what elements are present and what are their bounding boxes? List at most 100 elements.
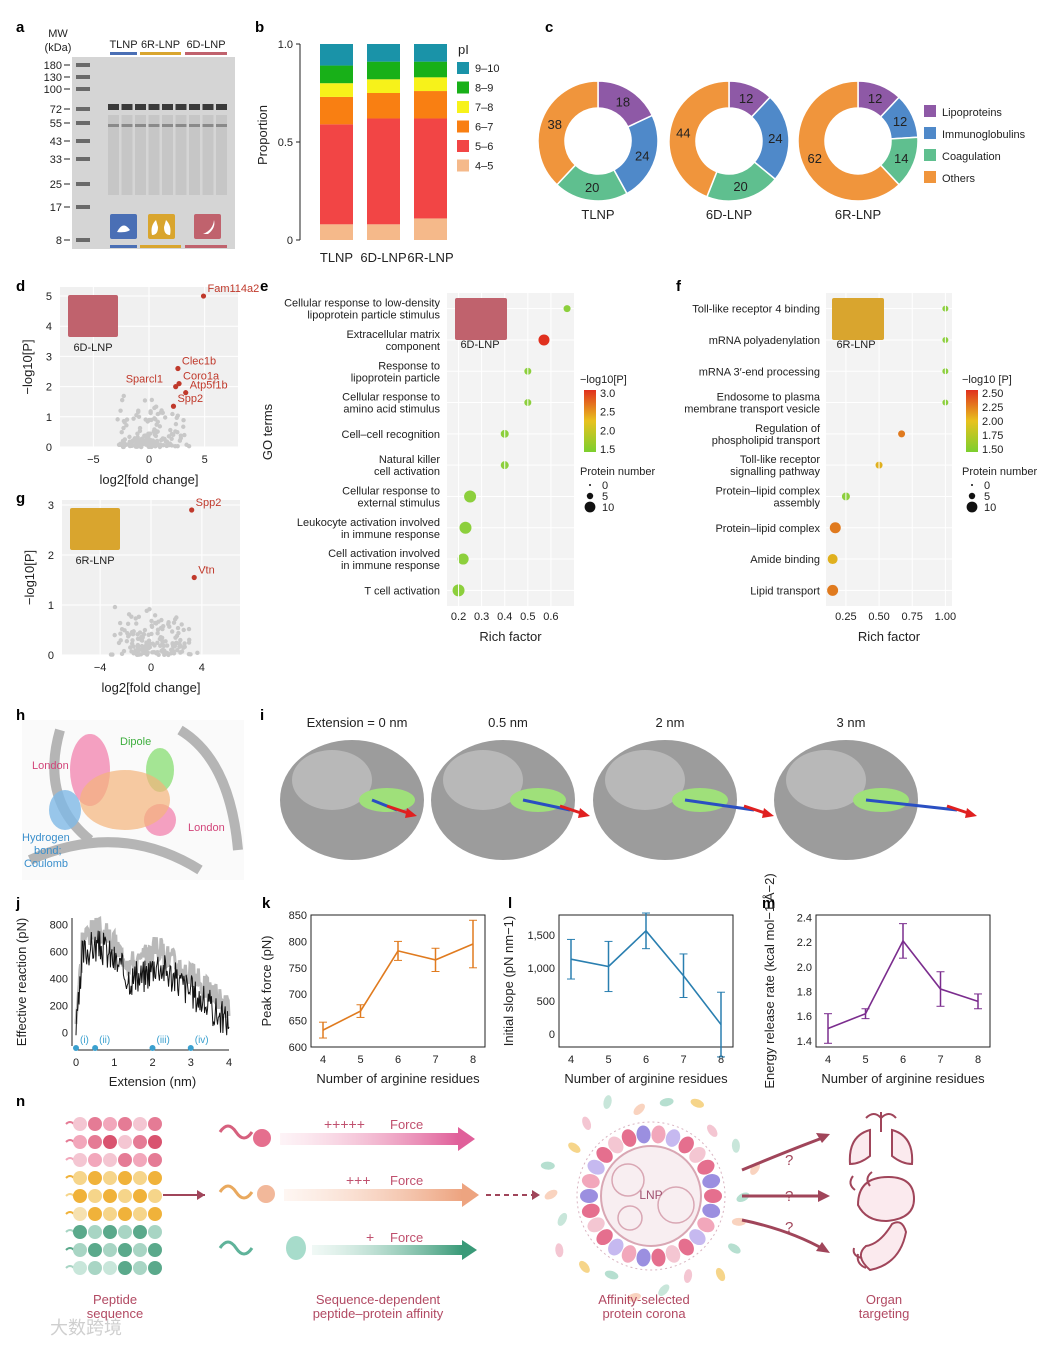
ytick: 2.0 [797,962,812,974]
volcano-ytick: 3 [48,500,54,512]
volcano-label-Sparcl1: Sparcl1 [126,374,163,386]
volcano-point [152,613,158,618]
volcano-point [155,411,161,417]
mw-marker-33: 33 [50,154,62,166]
volcano-point [169,436,174,441]
go-xtick: 0.75 [901,611,922,623]
panel-m-chart: 1.4 1.6 1.8 2.0 2.2 2.4 4 5 6 7 8 Number of arginin… [762,873,991,1089]
residue-dot [118,1225,132,1239]
gel-smear [175,115,187,195]
volcano-point [173,421,179,427]
c-legend-swatch [924,105,936,117]
xtick: 7 [937,1054,943,1066]
corona-protein [587,1217,605,1233]
residue-dot [118,1135,132,1149]
ladder-band [76,238,90,242]
residue-dot [103,1117,117,1131]
b-legend-8–9: 8–9 [475,83,493,95]
protein-surface-highlight [605,750,685,810]
panel-label-c: c [545,19,553,36]
xtick: 8 [975,1054,981,1066]
caption-affinity-2: peptide–protein affinity [313,1306,444,1321]
go-legend-n: 0 [602,480,608,492]
residue-dot [73,1135,87,1149]
mw-marker-55: 55 [50,118,62,130]
corona-protein [621,1129,637,1147]
donut-value: 20 [585,180,599,195]
go-xtick: 0.4 [497,611,512,623]
spleen-organ-icon [852,1221,908,1272]
gel-band-minor [216,124,227,127]
corona-protein [702,1203,721,1218]
xlabel: Number of arginine residues [564,1071,728,1086]
volcano-point [142,627,148,633]
residue-dot [133,1153,147,1167]
force-text-3: Force [390,1230,423,1245]
volcano-point [134,621,139,626]
peptide-tail [65,1211,75,1215]
volcano-point [130,638,135,643]
free-protein [658,1284,670,1297]
go-term-label: Regulation of [755,423,821,435]
b-bar-segment-5–6 [414,118,447,219]
volcano-point [131,651,136,656]
j-marker-dot [149,1045,156,1051]
volcano-ytick: 2 [48,550,54,562]
peptide-chain [684,798,755,812]
gel-band-minor [175,124,187,127]
volcano-point [119,651,125,657]
xtick: 6 [900,1054,906,1066]
ladder-band [76,157,90,161]
corona-protein [665,1129,681,1147]
residue-dot [133,1117,147,1131]
xtick: 8 [718,1054,724,1066]
volcano-point [133,616,138,621]
volcano-point [118,631,123,636]
residue-dot [118,1171,132,1185]
force-text-1: Force [390,1117,423,1132]
mw-marker-43: 43 [50,136,62,148]
residue-dot [73,1171,87,1185]
b-bar-segment-5–6 [320,124,353,225]
panel-label-e: e [260,278,268,295]
donut-slice-Others [537,80,599,186]
peptide-tail [65,1175,75,1179]
xtick: 5 [357,1054,363,1066]
panel-labels: a b c d e f g h i j k l m n [15,19,775,1110]
volcano-point [175,429,180,435]
volcano-point [120,397,125,403]
volcano-point [124,423,129,428]
go-dot [898,430,906,438]
go-term-label: in immune response [341,560,440,572]
ytick: 2.4 [797,912,812,924]
volcano-point [131,416,136,421]
caption-organ-1: Organ [866,1292,902,1307]
lung-stamp-icon [832,298,884,340]
ytick: 1,000 [527,963,555,975]
go-legend-p: 3.0 [600,388,615,400]
volcano-point [178,650,183,655]
ladder-band [76,121,90,125]
gel-band-main [202,104,214,110]
go-term-label: lipoprotein particle [351,372,440,384]
peptide-3 [218,1240,254,1256]
go-xlabel: Rich factor [858,629,921,644]
volcano-point [137,630,143,635]
corona-protein [651,1125,666,1144]
volcano-title: 6D-LNP [73,342,112,354]
xtick: 5 [605,1054,611,1066]
gel-band-minor [202,124,214,127]
residue-dot [133,1225,147,1239]
volcano-highlight-point [183,390,189,396]
binding-site [672,788,728,812]
gel-band-minor [162,124,173,127]
j-ylabel: Effective reaction (pN) [14,918,29,1046]
volcano-point [121,425,126,431]
snapshot-title: 3 nm [837,715,866,730]
j-xtick: 4 [226,1057,232,1069]
go-legend-p: 1.75 [982,430,1003,442]
volcano-point [135,444,140,449]
xtick: 6 [395,1054,401,1066]
c-legend-swatch [924,149,936,161]
